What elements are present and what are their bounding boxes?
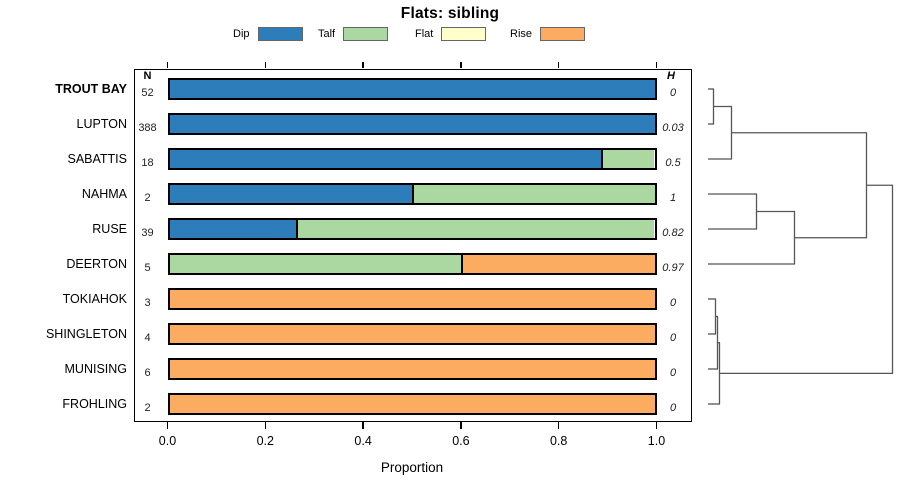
x-tick-top — [557, 62, 560, 68]
bar-segment-dip — [169, 220, 296, 238]
h-value: 0 — [669, 332, 677, 344]
n-value: 18 — [141, 157, 154, 169]
x-tick-bottom — [655, 422, 658, 429]
x-tick-label: 0.2 — [256, 434, 274, 448]
stacked-bar — [167, 113, 657, 135]
row-label-nahma: NAHMA — [81, 187, 127, 201]
bar-segment-rise — [169, 290, 655, 308]
stacked-bar — [167, 183, 657, 205]
row-label-frohling: FROHLING — [62, 397, 127, 411]
bar-segment-rise — [169, 325, 655, 343]
x-tick-bottom — [460, 422, 462, 429]
x-tick-top — [460, 62, 462, 68]
bar-segment-talf — [295, 220, 655, 238]
legend-item-dip: Dip — [233, 27, 303, 41]
x-tick-label: 0.0 — [158, 434, 177, 448]
x-tick-label: 0.4 — [354, 434, 372, 448]
row-label-tokiahok: TOKIAHOK — [62, 292, 127, 306]
bar-segment-dip — [169, 80, 655, 98]
bar-segment-rise — [169, 395, 655, 413]
row-label-munising: MUNISING — [64, 362, 128, 376]
n-value: 6 — [144, 367, 151, 379]
legend-swatch-flat — [441, 27, 487, 41]
x-tick-top — [264, 62, 267, 68]
legend-item-rise: Rise — [510, 27, 586, 41]
n-column-header: N — [143, 70, 152, 82]
x-tick-label: 0.6 — [452, 434, 470, 448]
plot-panel — [133, 68, 692, 422]
n-value: 39 — [141, 227, 154, 239]
legend-item-flat: Flat — [415, 27, 487, 41]
x-axis-title: Proportion — [380, 460, 444, 475]
bar-segment-talf — [601, 150, 655, 168]
stacked-bar — [167, 358, 657, 380]
row-label-shingleton: SHINGLETON — [45, 327, 127, 341]
h-value: 1 — [669, 192, 677, 204]
stacked-bar — [167, 218, 657, 240]
x-tick-top — [655, 62, 658, 68]
row-label-lupton: LUPTON — [76, 117, 127, 131]
h-column-header: H — [667, 70, 675, 82]
legend-swatch-talf — [343, 27, 389, 41]
x-tick-bottom — [362, 422, 364, 429]
h-value: 0.03 — [662, 122, 684, 134]
bar-segment-dip — [169, 185, 412, 203]
bar-segment-dip — [169, 150, 602, 168]
stacked-bar — [167, 393, 657, 415]
legend-label: Flat — [415, 28, 434, 40]
n-value: 2 — [144, 402, 151, 414]
n-value: 2 — [144, 192, 151, 204]
h-value: 0 — [669, 87, 677, 99]
h-value: 0.82 — [662, 227, 684, 239]
bar-segment-dip — [169, 115, 655, 133]
h-value: 0.5 — [665, 157, 681, 169]
h-value: 0 — [669, 297, 677, 309]
n-value: 52 — [141, 87, 154, 99]
stacked-bar — [167, 253, 657, 275]
x-tick-top — [166, 62, 169, 68]
legend-label: Rise — [510, 28, 533, 40]
bar-segment-talf — [412, 185, 655, 203]
bar-segment-rise — [169, 360, 655, 378]
legend-swatch-rise — [540, 27, 586, 41]
stacked-bar — [167, 148, 657, 170]
n-value: 388 — [138, 122, 157, 134]
h-value: 0 — [669, 367, 677, 379]
row-label-sabattis: SABATTIS — [67, 152, 127, 166]
h-value: 0.97 — [662, 262, 684, 274]
legend-label: Dip — [233, 28, 250, 40]
x-tick-top — [362, 62, 364, 68]
row-label-ruse: RUSE — [92, 222, 127, 236]
chart-title: Flats: sibling — [400, 5, 500, 22]
n-value: 4 — [144, 332, 151, 344]
stacked-bar — [167, 288, 657, 310]
x-tick-label: 1.0 — [647, 434, 666, 448]
x-tick-bottom — [264, 422, 267, 429]
legend-item-talf: Talf — [318, 27, 389, 41]
stacked-bar — [167, 78, 657, 100]
legend-swatch-dip — [257, 27, 303, 41]
row-label-trout-bay: TROUT BAY — [55, 82, 127, 96]
x-tick-bottom — [166, 422, 169, 429]
stacked-bar — [167, 323, 657, 345]
n-value: 3 — [144, 297, 151, 309]
legend: Dip Talf Flat Rise — [0, 27, 900, 43]
bar-segment-talf — [169, 255, 461, 273]
legend-label: Talf — [318, 28, 336, 40]
bar-segment-rise — [460, 255, 655, 273]
row-label-deerton: DEERTON — [66, 257, 127, 271]
h-value: 0 — [669, 402, 677, 414]
n-value: 5 — [144, 262, 151, 274]
x-tick-label: 0.8 — [549, 434, 568, 448]
x-tick-bottom — [557, 422, 560, 429]
